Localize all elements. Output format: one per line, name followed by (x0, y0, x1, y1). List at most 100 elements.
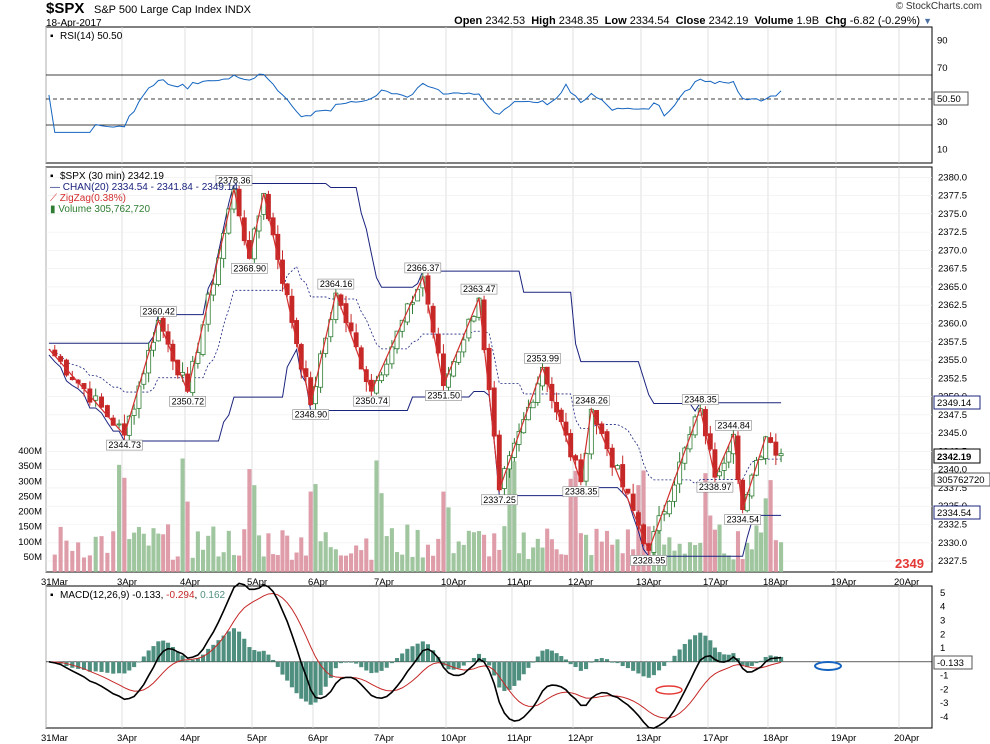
macd-histogram-bar (656, 661, 662, 671)
volume-bar (261, 556, 266, 572)
macd-current-value: -0.133 (937, 658, 964, 669)
zigzag-label: 2350.72 (169, 396, 206, 407)
candle-body (666, 500, 672, 515)
volume-bar (516, 553, 522, 572)
low-label: Low (604, 15, 627, 27)
macd-tick-label: -3 (940, 698, 948, 709)
volume-bar (299, 537, 304, 572)
price-legend: ▪ $SPX (30 min) 2342.19 — CHAN(20) 2334.… (50, 171, 238, 215)
macd-histogram-bar (573, 661, 578, 668)
volume-tick-label: 100M (18, 537, 42, 548)
volume-bar (216, 556, 221, 572)
volume-bar (93, 536, 98, 572)
price-tick-label: 2327.5 (938, 556, 967, 567)
zigzag-label-text: 2350.74 (355, 396, 388, 406)
macd-histogram-bar (749, 661, 754, 666)
rsi-tick-label: 70 (937, 63, 948, 74)
candle-body (313, 386, 318, 405)
candle-body (677, 461, 683, 485)
volume-bar (749, 549, 754, 572)
candle-body (353, 332, 359, 348)
volume-bar (389, 528, 394, 572)
volume-legend: ▮ Volume 305,762,720 (50, 204, 150, 215)
zigzag-label: 2350.74 (353, 395, 390, 407)
macd-histogram-bar (156, 641, 161, 662)
ticker-symbol: $SPX (46, 0, 85, 17)
chart-date: 18-Apr-2017 (46, 18, 102, 29)
volume-bar (242, 529, 247, 572)
open-label: Open (454, 15, 483, 27)
macd-histogram-bar (722, 654, 727, 662)
candle-body (328, 319, 334, 338)
zigzag-label-box (353, 395, 390, 407)
volume-bar (667, 537, 672, 572)
zigzag-label: 2368.90 (231, 263, 268, 274)
macd-current-badge: -0.133 (933, 655, 973, 670)
volume-bar (294, 552, 299, 572)
macd-histogram-bar (271, 659, 276, 662)
volume-bar (226, 530, 231, 572)
macd-histogram-bar (206, 648, 211, 662)
rsi-panel (45, 26, 933, 164)
price-tick-label: 2370.0 (938, 245, 967, 256)
macd-histogram-bar (740, 661, 745, 665)
rsi-current-badge: 50.50 (933, 91, 969, 106)
macd-histogram-bar (151, 646, 156, 662)
macd-histogram-bar (677, 649, 682, 662)
price-legend-title: $SPX (30 min) 2342.19 (60, 171, 164, 182)
macd-histogram-bar (405, 648, 410, 662)
macd-histogram-bar (698, 632, 703, 662)
candle-body (535, 383, 541, 403)
volume-bar (58, 526, 63, 572)
zigzag-label: 2364.16 (317, 278, 355, 290)
macd-histogram-bar (456, 661, 461, 669)
volume-bar (165, 524, 171, 572)
candle-body (384, 363, 390, 376)
volume-bar (431, 555, 436, 572)
macd-histogram-bar (117, 661, 122, 674)
price-tick-label: 2330.0 (938, 538, 967, 549)
macd-histogram-bar (190, 659, 195, 662)
x-axis-label: 31Mar (41, 733, 68, 744)
volume-bar (759, 532, 764, 572)
zigzag-label: 2363.47 (460, 283, 498, 295)
rsi-current-value: 50.50 (937, 94, 961, 105)
price-legend-marker: ▪ (50, 171, 54, 182)
macd-histogram-bar (369, 661, 374, 674)
macd-histogram-bar (773, 656, 778, 662)
macd-histogram-bar (275, 661, 280, 667)
volume-bar (584, 534, 589, 572)
x-axis-label: 5Apr (247, 733, 267, 744)
macd-tick-label: -1 (940, 671, 948, 682)
volume-bar (656, 530, 662, 572)
ohlc-summary: Open 2342.53 High 2348.35 Low 2334.54 Cl… (454, 15, 932, 27)
macd-histogram-bar (594, 658, 599, 662)
candle-body (93, 395, 99, 401)
volume-bar (303, 555, 309, 572)
macd-histogram-bar (389, 661, 394, 664)
macd-histogram-bar (323, 661, 328, 687)
dropdown-arrow-icon[interactable]: ▼ (923, 16, 932, 26)
channel-upper-line (48, 182, 782, 412)
volume-bar (589, 555, 594, 572)
close-badge: 2342.19 (933, 448, 981, 464)
volume-bar (359, 550, 364, 572)
zigzag-label-box (215, 174, 253, 186)
volume-bar (415, 529, 420, 572)
volume-bar (146, 545, 151, 572)
volume-bar (620, 553, 625, 572)
macd-histogram-bar (693, 635, 698, 662)
chg-label: Chg (825, 15, 847, 27)
macd-histogram-bar (141, 656, 146, 662)
macd-histogram-bar (540, 650, 545, 662)
zigzag-label: 2334.54 (724, 514, 761, 525)
candle-body (609, 447, 615, 468)
macd-histogram-bar (535, 656, 540, 662)
volume-bar (280, 530, 285, 572)
rsi-legend: ▪ RSI(14) 50.50 (50, 31, 123, 42)
zigzag-label-text: 2348.90 (295, 410, 328, 420)
zigzag-label-text: 2344.84 (717, 420, 750, 430)
candle-body (707, 433, 713, 450)
macd-tick-label: 5 (940, 588, 945, 599)
zigzag-line (48, 189, 767, 553)
